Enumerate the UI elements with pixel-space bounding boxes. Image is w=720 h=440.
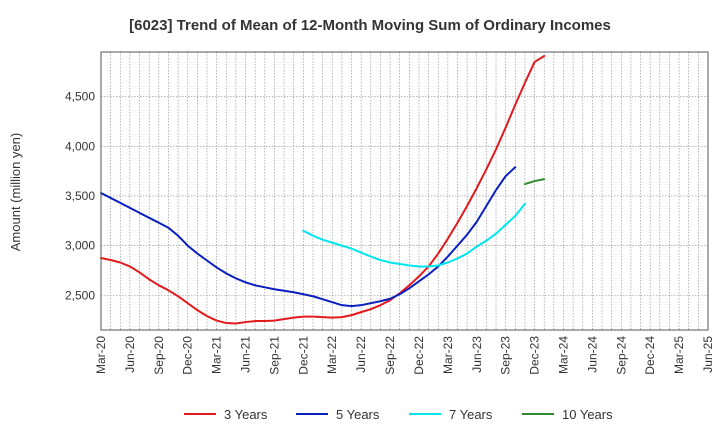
x-tick-label: Jun-24 bbox=[585, 336, 599, 373]
x-tick-label: Jun-23 bbox=[470, 336, 484, 373]
x-tick-label: Sep-24 bbox=[614, 336, 628, 375]
y-axis-label: Amount (million yen) bbox=[8, 133, 23, 252]
x-tick-label: Mar-21 bbox=[210, 336, 224, 374]
chart-title: [6023] Trend of Mean of 12-Month Moving … bbox=[129, 17, 611, 34]
plot-area bbox=[101, 52, 708, 330]
y-axis: 2,500 3,000 3,500 4,000 4,500 bbox=[65, 90, 95, 303]
x-tick-label: Sep-21 bbox=[267, 336, 281, 375]
x-tick-label: Mar-22 bbox=[325, 336, 339, 374]
series-line-5-years bbox=[100, 166, 517, 308]
x-tick-label: Jun-21 bbox=[239, 336, 253, 373]
x-tick-label: Dec-21 bbox=[296, 336, 310, 375]
legend-label: 5 Years bbox=[336, 407, 380, 422]
series-lines bbox=[100, 54, 546, 325]
y-tick-label: 4,000 bbox=[65, 139, 95, 153]
x-tick-label: Mar-25 bbox=[672, 336, 686, 374]
legend-label: 7 Years bbox=[449, 407, 493, 422]
x-tick-label: Jun-20 bbox=[123, 336, 137, 373]
y-tick-label: 3,000 bbox=[65, 239, 95, 253]
y-tick-label: 4,500 bbox=[65, 90, 95, 104]
legend-label: 3 Years bbox=[224, 407, 268, 422]
x-tick-label: Sep-20 bbox=[152, 336, 166, 375]
series-line-7-years bbox=[302, 202, 526, 268]
legend-label: 10 Years bbox=[562, 407, 613, 422]
grid bbox=[100, 52, 709, 330]
x-tick-label: Dec-24 bbox=[643, 336, 657, 375]
x-tick-label: Mar-23 bbox=[441, 336, 455, 374]
legend: 3 Years 5 Years 7 Years 10 Years bbox=[184, 407, 613, 422]
x-tick-label: Dec-23 bbox=[528, 336, 542, 375]
x-tick-label: Sep-22 bbox=[383, 336, 397, 375]
x-tick-label: Jun-25 bbox=[701, 336, 715, 373]
series-line-10-years bbox=[523, 178, 546, 186]
x-tick-label: Mar-20 bbox=[94, 336, 108, 374]
plot-frame bbox=[100, 51, 709, 331]
x-tick-label: Jun-22 bbox=[354, 336, 368, 373]
y-tick-label: 3,500 bbox=[65, 189, 95, 203]
x-tick-label: Dec-20 bbox=[181, 336, 195, 375]
x-axis: Mar-20 Jun-20 Sep-20 Dec-20 Mar-21 Jun-21 Sep-… bbox=[94, 336, 715, 375]
x-tick-label: Sep-23 bbox=[499, 336, 513, 375]
x-tick-label: Dec-22 bbox=[412, 336, 426, 375]
y-tick-label: 2,500 bbox=[65, 288, 95, 302]
x-tick-label: Mar-24 bbox=[556, 336, 570, 374]
series-line-3-years bbox=[100, 54, 546, 325]
